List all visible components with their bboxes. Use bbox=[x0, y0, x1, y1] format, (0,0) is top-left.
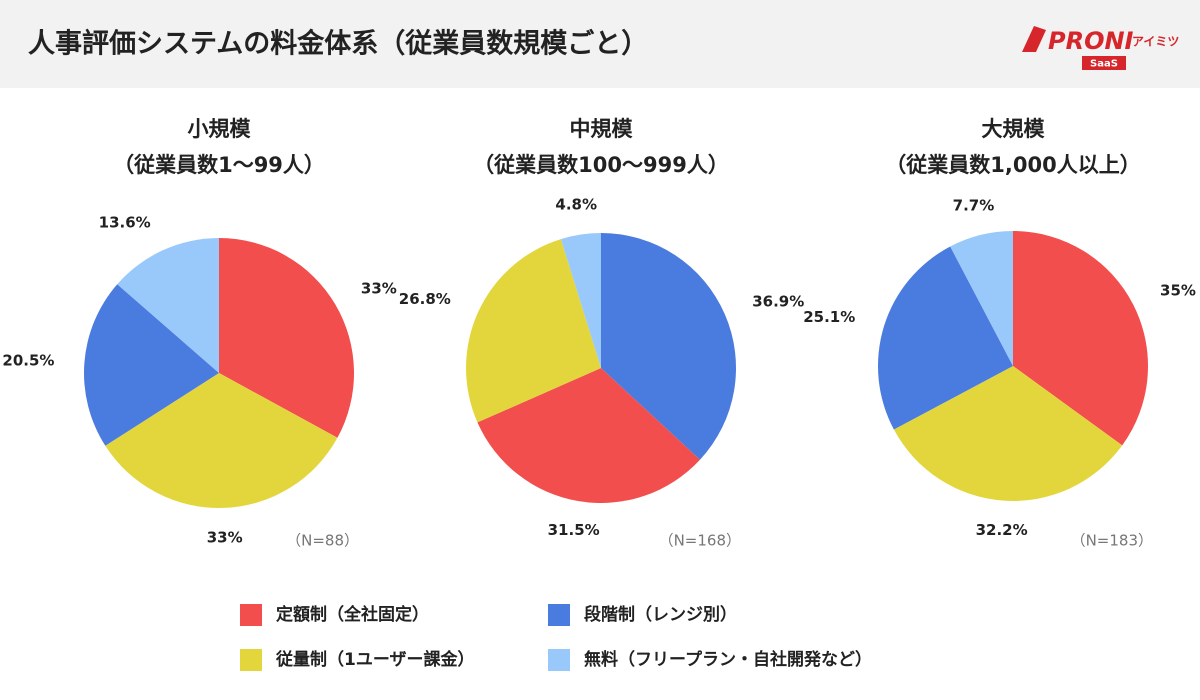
pie-title: 中規模 bbox=[570, 117, 634, 141]
legend-swatch bbox=[240, 649, 262, 671]
value-label: 36.9% bbox=[752, 292, 804, 310]
pie-slice bbox=[219, 238, 354, 438]
pie-subtitle: （従業員数100〜999人） bbox=[473, 153, 729, 177]
value-label: 31.5% bbox=[548, 521, 600, 539]
pie-subtitle: （従業員数1,000人以上） bbox=[885, 153, 1140, 177]
legend-swatch bbox=[548, 604, 570, 626]
value-label: 26.8% bbox=[399, 290, 451, 308]
pie-title: 小規模 bbox=[188, 117, 252, 141]
value-label: 32.2% bbox=[976, 521, 1028, 539]
pie-slice bbox=[83, 284, 219, 446]
logo-sub: アイミツ bbox=[1132, 35, 1179, 49]
legend-label: 従量制（1ユーザー課金） bbox=[275, 649, 475, 670]
logo-text: PRONI bbox=[1048, 27, 1134, 55]
logo-icon bbox=[1022, 26, 1046, 52]
value-label: 25.1% bbox=[803, 308, 855, 326]
pie-subtitle: （従業員数1〜99人） bbox=[113, 153, 325, 177]
pie-slice bbox=[601, 233, 737, 460]
pie-slice bbox=[477, 368, 700, 503]
pie-slice bbox=[878, 246, 1013, 430]
pie-title: 大規模 bbox=[982, 117, 1046, 141]
value-label: 33% bbox=[207, 528, 243, 546]
pie-slice bbox=[893, 366, 1123, 501]
pie-slice bbox=[950, 231, 1013, 366]
pie-note: （N=88） bbox=[286, 532, 359, 550]
legend-label: 段階制（レンジ別） bbox=[584, 604, 737, 625]
value-label: 7.7% bbox=[953, 196, 995, 214]
pie-slice bbox=[117, 238, 219, 373]
value-label: 20.5% bbox=[2, 351, 54, 369]
pie-note: （N=168） bbox=[659, 532, 741, 550]
value-label: 33% bbox=[361, 279, 397, 297]
legend-label: 定額制（全社固定） bbox=[276, 604, 429, 625]
pie-slice bbox=[1013, 231, 1148, 446]
page-title: 人事評価システムの料金体系（従業員数規模ごと） bbox=[28, 28, 648, 60]
pie-slice bbox=[560, 233, 601, 368]
value-label: 13.6% bbox=[99, 213, 151, 231]
value-label: 4.8% bbox=[555, 195, 597, 213]
pie-note: （N=183） bbox=[1071, 532, 1153, 550]
pie-slice bbox=[466, 239, 601, 423]
legend-label: 無料（フリープラン・自社開発など） bbox=[584, 649, 872, 670]
logo-badge-text: SaaS bbox=[1090, 59, 1118, 70]
legend-swatch bbox=[240, 604, 262, 626]
legend-swatch bbox=[548, 649, 570, 671]
pie-slice bbox=[105, 373, 338, 508]
header-band bbox=[0, 0, 1200, 88]
logo-badge bbox=[1082, 56, 1126, 70]
logo: PRONI アイミツ SaaS bbox=[1022, 26, 1179, 70]
value-label: 35% bbox=[1160, 282, 1196, 300]
